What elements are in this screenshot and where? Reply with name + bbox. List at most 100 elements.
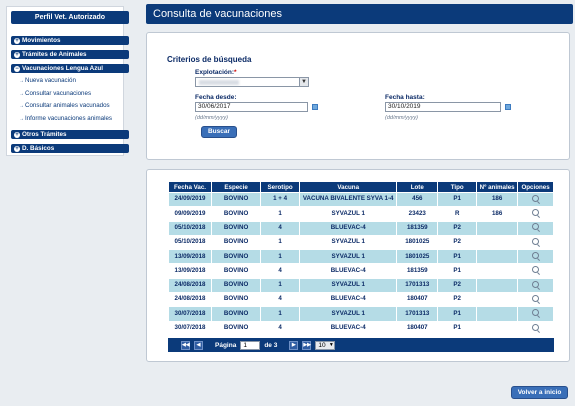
cell-fecha: 13/09/2018 bbox=[168, 263, 212, 279]
plus-icon: + bbox=[14, 131, 20, 138]
submenu-informe-vacunaciones[interactable]: Informe vacunaciones animales bbox=[11, 113, 129, 126]
required-mark: * bbox=[234, 69, 237, 76]
chevron-down-icon[interactable]: ▼ bbox=[299, 78, 308, 86]
table-row: 30/07/2018 BOVINO 1 SYVAZUL 1 1701313 P1 bbox=[168, 306, 554, 322]
sidebar-item-movimientos[interactable]: + Movimientos bbox=[11, 36, 129, 45]
cell-opciones bbox=[517, 234, 554, 251]
cell-animales: 186 bbox=[476, 191, 519, 208]
search-icon[interactable] bbox=[532, 294, 540, 302]
sidebar-item-datos-basicos[interactable]: + D. Básicos bbox=[11, 144, 129, 153]
page-count: de 3 bbox=[264, 341, 278, 349]
search-icon[interactable] bbox=[532, 252, 540, 260]
cell-vacuna: VACUNA BIVALENTE SYVA 1-4 bbox=[299, 191, 398, 208]
cell-serotipo: 1 + 4 bbox=[260, 191, 301, 208]
cell-especie: BOVINO bbox=[210, 220, 262, 236]
table-row: 24/09/2019 BOVINO 1 + 4 VACUNA BIVALENTE… bbox=[168, 191, 554, 208]
back-to-home-button[interactable]: Volver a inicio bbox=[511, 386, 568, 399]
cell-animales bbox=[476, 249, 519, 265]
cell-vacuna: SYVAZUL 1 bbox=[299, 206, 398, 222]
sidebar-title: Perfil Vet. Autorizado bbox=[11, 11, 129, 24]
cell-lote: 1701313 bbox=[396, 306, 439, 322]
table-row: 24/08/2018 BOVINO 1 SYVAZUL 1 1701313 P2 bbox=[168, 277, 554, 294]
cell-tipo: R bbox=[437, 206, 478, 222]
sidebar-item-vacunaciones[interactable]: − Vacunaciones Lengua Azul bbox=[11, 64, 129, 73]
cell-opciones bbox=[517, 263, 554, 279]
explotacion-select[interactable]: ▼ bbox=[195, 77, 309, 87]
next-page-icon[interactable]: ▶ bbox=[289, 340, 299, 350]
table-header-row: Fecha Vac. Especie Serotipo Vacuna Lote … bbox=[168, 181, 554, 193]
cell-especie: BOVINO bbox=[210, 320, 262, 336]
fecha-hasta-input[interactable]: 30/10/2019 bbox=[385, 102, 501, 112]
cell-lote: 180407 bbox=[396, 292, 439, 308]
sidebar-item-label: Movimientos bbox=[22, 37, 61, 44]
pagination-bar: ◀◀ ◀ Página 1 de 3 ▶ ▶▶ 10 ▼ bbox=[168, 338, 554, 352]
cell-vacuna: SYVAZUL 1 bbox=[299, 277, 398, 294]
page-size-select[interactable]: 10 ▼ bbox=[315, 340, 336, 350]
cell-especie: BOVINO bbox=[210, 277, 262, 294]
last-page-icon[interactable]: ▶▶ bbox=[302, 340, 312, 350]
cell-serotipo: 1 bbox=[260, 249, 301, 265]
col-fecha[interactable]: Fecha Vac. bbox=[168, 181, 212, 193]
sidebar-item-label: Trámites de Animales bbox=[22, 51, 87, 58]
explotacion-label-text: Explotación: bbox=[195, 69, 235, 76]
search-icon[interactable] bbox=[532, 194, 540, 202]
search-icon[interactable] bbox=[532, 266, 540, 274]
sidebar-item-label: Vacunaciones Lengua Azul bbox=[22, 65, 103, 72]
cell-serotipo: 4 bbox=[260, 320, 301, 336]
search-icon[interactable] bbox=[532, 309, 540, 317]
cell-animales bbox=[476, 277, 519, 294]
cell-vacuna: SYVAZUL 1 bbox=[299, 234, 398, 251]
table-row: 30/07/2018 BOVINO 4 BLUEVAC-4 180407 P1 bbox=[168, 320, 554, 336]
col-animales[interactable]: Nº animales bbox=[476, 181, 519, 193]
sidebar-item-otros-tramites[interactable]: + Otros Trámites bbox=[11, 130, 129, 139]
search-icon[interactable] bbox=[532, 209, 540, 217]
first-page-icon[interactable]: ◀◀ bbox=[181, 340, 190, 350]
fecha-hasta-hint: (dd/mm/yyyy) bbox=[385, 115, 418, 121]
cell-tipo: P2 bbox=[437, 220, 478, 236]
cell-especie: BOVINO bbox=[210, 234, 262, 251]
submenu-consultar-animales[interactable]: Consultar animales vacunados bbox=[11, 100, 129, 113]
search-icon[interactable] bbox=[532, 223, 540, 231]
table-row: 24/08/2018 BOVINO 4 BLUEVAC-4 180407 P2 bbox=[168, 292, 554, 308]
cell-animales bbox=[476, 306, 519, 322]
chevron-down-icon: ▼ bbox=[328, 341, 334, 348]
plus-icon: + bbox=[14, 37, 20, 44]
cell-vacuna: BLUEVAC-4 bbox=[299, 320, 398, 336]
col-tipo[interactable]: Tipo bbox=[437, 181, 478, 193]
page-size-value: 10 bbox=[318, 341, 326, 349]
search-icon[interactable] bbox=[532, 280, 540, 288]
results-panel: Fecha Vac. Especie Serotipo Vacuna Lote … bbox=[146, 169, 570, 362]
search-icon[interactable] bbox=[532, 323, 540, 331]
prev-page-icon[interactable]: ◀ bbox=[194, 340, 203, 350]
calendar-icon[interactable] bbox=[505, 104, 511, 110]
page-number-input[interactable]: 1 bbox=[240, 340, 261, 350]
cell-fecha: 05/10/2018 bbox=[168, 220, 212, 236]
cell-opciones bbox=[517, 277, 554, 294]
cell-vacuna: BLUEVAC-4 bbox=[299, 292, 398, 308]
cell-serotipo: 1 bbox=[260, 234, 301, 251]
cell-fecha: 24/08/2018 bbox=[168, 292, 212, 308]
cell-fecha: 09/09/2019 bbox=[168, 206, 212, 222]
cell-serotipo: 4 bbox=[260, 292, 301, 308]
redacted-value bbox=[199, 80, 239, 85]
sidebar-menu: + Movimientos + Trámites de Animales − V… bbox=[11, 36, 129, 158]
submenu-consultar-vacunaciones[interactable]: Consultar vacunaciones bbox=[11, 88, 129, 101]
col-especie[interactable]: Especie bbox=[210, 181, 262, 193]
fecha-desde-input[interactable]: 30/06/2017 bbox=[195, 102, 308, 112]
table-row: 13/09/2018 BOVINO 4 BLUEVAC-4 181359 P1 bbox=[168, 263, 554, 279]
col-serotipo[interactable]: Serotipo bbox=[260, 181, 301, 193]
cell-opciones bbox=[517, 191, 554, 208]
cell-especie: BOVINO bbox=[210, 263, 262, 279]
col-lote[interactable]: Lote bbox=[396, 181, 439, 193]
calendar-icon[interactable] bbox=[312, 104, 318, 110]
col-vacuna[interactable]: Vacuna bbox=[299, 181, 398, 193]
search-icon[interactable] bbox=[532, 237, 540, 245]
buscar-button[interactable]: Buscar bbox=[201, 126, 237, 138]
fecha-hasta-label: Fecha hasta: bbox=[385, 94, 425, 101]
cell-tipo: P2 bbox=[437, 292, 478, 308]
sidebar-item-tramites-animales[interactable]: + Trámites de Animales bbox=[11, 50, 129, 59]
cell-lote: 180407 bbox=[396, 320, 439, 336]
cell-animales bbox=[476, 263, 519, 279]
sidebar-item-label: Otros Trámites bbox=[22, 131, 67, 138]
submenu-nueva-vacunacion[interactable]: Nueva vacunación bbox=[11, 75, 129, 88]
